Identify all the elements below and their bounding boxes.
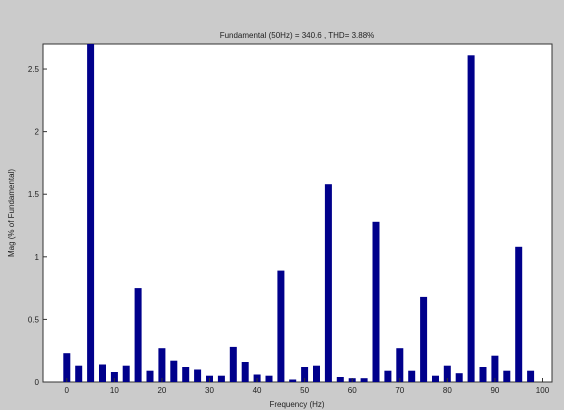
bar [182, 367, 190, 382]
bar [170, 360, 178, 382]
y-tick-label: 1 [35, 253, 40, 262]
x-tick-label: 30 [205, 386, 214, 395]
bar [122, 365, 130, 382]
chart-title: Fundamental (50Hz) = 340.6 , THD= 3.88% [220, 31, 375, 40]
bar [324, 184, 332, 382]
bar [515, 246, 523, 382]
bar [229, 346, 237, 382]
x-tick-label: 10 [110, 386, 119, 395]
y-ticks-group: 0 0.5 1 1.5 2 2.5 [28, 65, 47, 387]
y-axis-label: Mag (% of Fundamental) [7, 169, 16, 257]
y-tick-label: 1.5 [28, 190, 40, 199]
bar [432, 375, 439, 382]
bar [99, 364, 106, 382]
bar [75, 365, 83, 382]
bar [384, 370, 392, 382]
bar [277, 270, 285, 382]
bar [87, 44, 95, 382]
y-tick-label: 2.5 [28, 65, 40, 74]
bar [217, 375, 225, 382]
bar [146, 370, 154, 382]
bar [194, 369, 202, 382]
x-tick-label: 60 [348, 386, 357, 395]
bar [63, 353, 71, 382]
bar [372, 221, 380, 382]
bar [336, 377, 344, 382]
bars-group [63, 44, 535, 383]
bar [110, 372, 118, 382]
bar [265, 375, 273, 382]
bar [443, 365, 451, 382]
bar [301, 367, 309, 382]
bar [408, 370, 416, 382]
bar [420, 296, 428, 382]
y-tick-label: 0 [35, 378, 40, 387]
bar [360, 378, 368, 382]
bar [491, 355, 499, 382]
bar [396, 348, 404, 382]
x-ticks-group: 0 10 20 30 40 50 60 70 80 90 100 [65, 378, 550, 395]
bar [479, 367, 487, 382]
bar [467, 55, 475, 383]
bar [455, 373, 463, 382]
x-tick-label: 70 [395, 386, 404, 395]
bar [313, 365, 320, 382]
bar [527, 370, 535, 382]
bar [158, 348, 166, 382]
x-tick-label: 90 [490, 386, 499, 395]
x-tick-label: 40 [253, 386, 262, 395]
bar [241, 362, 249, 382]
x-tick-label: 20 [157, 386, 166, 395]
x-tick-label: 100 [536, 386, 550, 395]
plot-area [42, 43, 553, 383]
bar [503, 370, 511, 382]
x-tick-label: 0 [65, 386, 70, 395]
x-tick-label: 80 [443, 386, 452, 395]
x-axis-label: Frequency (Hz) [269, 400, 324, 409]
bar [134, 288, 142, 382]
bar [289, 379, 297, 382]
x-tick-label: 50 [300, 386, 309, 395]
y-tick-label: 2 [35, 128, 40, 137]
y-tick-label: 0.5 [28, 315, 40, 324]
